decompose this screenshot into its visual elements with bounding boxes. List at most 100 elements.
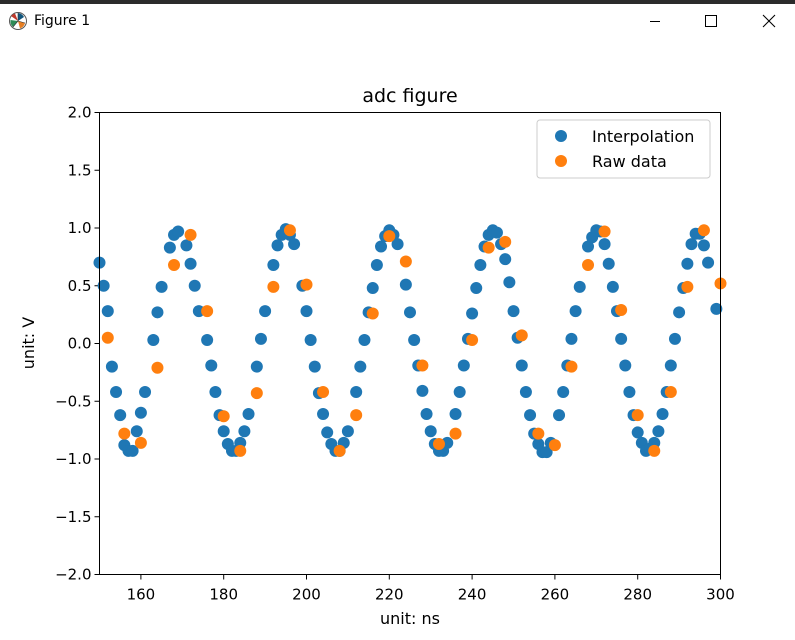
interpolation-point	[250, 360, 263, 373]
raw-data-point	[383, 230, 396, 243]
interpolation-point	[259, 305, 272, 318]
raw-data-point	[648, 444, 661, 457]
minimize-icon	[650, 21, 660, 22]
window-top-strip	[0, 0, 795, 4]
raw-data-point	[283, 224, 296, 237]
raw-data-point	[449, 427, 462, 440]
raw-data-point	[582, 258, 595, 271]
interpolation-point	[519, 386, 532, 399]
raw-data-point	[333, 444, 346, 457]
x-tick-label: 280	[623, 586, 652, 604]
interpolation-point	[515, 359, 528, 372]
interpolation-point	[201, 334, 214, 347]
raw-data-point	[366, 307, 379, 320]
y-tick-label: 2.0	[68, 104, 92, 122]
interpolation-point	[209, 386, 222, 399]
raw-data-point	[565, 360, 578, 373]
y-tick-label: 1.0	[68, 219, 92, 237]
interpolation-point	[656, 407, 669, 420]
interpolation-point	[466, 307, 479, 320]
raw-data-point	[250, 387, 263, 400]
interpolation-point	[130, 425, 143, 438]
interpolation-point	[652, 425, 665, 438]
interpolation-point	[358, 334, 371, 347]
raw-data-point	[697, 224, 710, 237]
interpolation-point	[602, 257, 615, 270]
raw-data-point	[466, 334, 479, 347]
x-axis-label: unit: ns	[380, 609, 440, 628]
interpolation-point	[573, 280, 586, 293]
y-tick-label: −1.0	[55, 450, 91, 468]
interpolation-point	[697, 239, 710, 252]
interpolation-point	[163, 241, 176, 254]
interpolation-point	[507, 305, 520, 318]
interpolation-point	[582, 240, 595, 253]
raw-data-point	[664, 386, 677, 399]
raw-data-point	[515, 329, 528, 342]
raw-data-point	[234, 444, 247, 457]
raw-data-point	[118, 427, 131, 440]
interpolation-point	[619, 359, 632, 372]
y-tick-label: 0.0	[68, 335, 92, 353]
interpolation-point	[565, 332, 578, 345]
interpolation-point	[267, 258, 280, 271]
plot-frame	[99, 112, 721, 575]
interpolation-point	[391, 238, 404, 251]
legend-box	[536, 119, 711, 179]
interpolation-point	[503, 276, 516, 289]
interpolation-point	[631, 426, 644, 439]
interpolation-point	[540, 446, 553, 459]
raw-data-point	[598, 225, 611, 238]
interpolation-point	[172, 225, 185, 238]
interpolation-point	[424, 425, 437, 438]
interpolation-point	[304, 334, 317, 347]
interpolation-point	[308, 360, 321, 373]
raw-data-point	[217, 410, 230, 423]
interpolation-point	[375, 240, 388, 253]
interpolation-point	[453, 386, 466, 399]
raw-data-point	[317, 386, 330, 399]
interpolation-point	[317, 407, 330, 420]
raw-data-point	[134, 436, 147, 449]
matplotlib-app-icon	[8, 11, 28, 31]
legend-marker-raw-data	[555, 155, 567, 167]
interpolation-point	[598, 238, 611, 251]
legend-label-raw-data: Raw data	[592, 152, 667, 171]
maximize-button[interactable]	[682, 4, 740, 38]
maximize-icon	[705, 15, 717, 27]
interpolation-point	[606, 280, 619, 293]
legend-marker-interpolation	[555, 130, 567, 142]
interpolation-point	[184, 257, 197, 270]
interpolation-point	[134, 406, 147, 419]
interpolation-point	[623, 386, 636, 399]
interpolation-point	[192, 305, 205, 318]
raw-data-point	[532, 427, 545, 440]
raw-data-point	[399, 255, 412, 268]
interpolation-point	[147, 334, 160, 347]
y-tick-label: −1.5	[55, 508, 91, 526]
x-axis-ticks: 160 180 200 220 240 260 280 300	[127, 574, 735, 604]
x-tick-label: 160	[127, 586, 156, 604]
interpolation-point	[408, 334, 421, 347]
legend: Interpolation Raw data	[536, 119, 711, 179]
interpolation-point	[254, 332, 267, 345]
x-tick-label: 240	[458, 586, 487, 604]
raw-data-point	[631, 409, 644, 422]
interpolation-point	[399, 278, 412, 291]
minimize-button[interactable]	[626, 4, 684, 38]
x-tick-label: 180	[209, 586, 238, 604]
interpolation-point	[242, 407, 255, 420]
interpolation-point	[139, 386, 152, 399]
close-button[interactable]	[740, 4, 795, 38]
interpolation-point	[490, 226, 503, 239]
interpolation-point	[300, 305, 313, 318]
interpolation-point	[354, 360, 367, 373]
interpolation-point	[710, 302, 723, 315]
raw-data-point	[168, 258, 181, 271]
interpolation-point	[499, 253, 512, 266]
legend-label-interpolation: Interpolation	[592, 127, 694, 146]
interpolation-point	[416, 384, 429, 397]
interpolation-point	[341, 425, 354, 438]
y-tick-label: −2.0	[55, 566, 91, 584]
raw-data-point	[267, 280, 280, 293]
